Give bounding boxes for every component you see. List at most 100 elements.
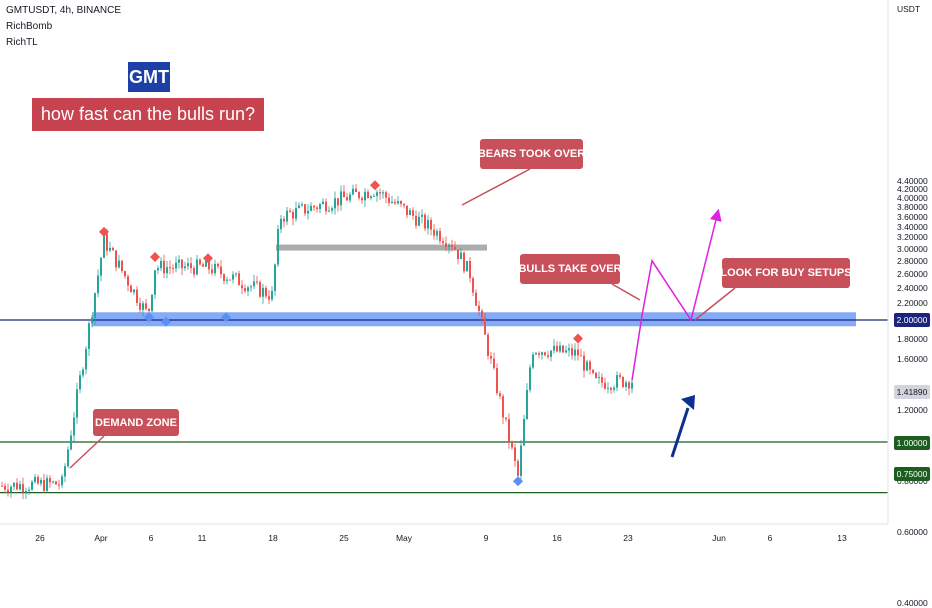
bears-took-over-callout: BEARS TOOK OVER [478, 139, 585, 169]
title-badge: GMT [128, 62, 170, 92]
candle-body [166, 267, 168, 274]
candle-body [439, 231, 441, 242]
candle-body [253, 281, 255, 287]
y-tick-label: 1.80000 [897, 333, 928, 344]
signal-diamond [144, 312, 154, 323]
callout-connectors [69, 168, 736, 469]
candle-body [154, 270, 156, 295]
candle-body [406, 205, 408, 216]
candle-body [607, 387, 609, 389]
signal-diamond [161, 316, 171, 327]
candle-body [295, 207, 297, 219]
candle-body [424, 214, 426, 229]
candle-body [490, 355, 492, 359]
signal-markers [99, 180, 583, 487]
candle-body [100, 257, 102, 276]
price-chart[interactable] [0, 0, 932, 550]
candle-body [529, 367, 531, 390]
candle-body [421, 214, 423, 217]
signal-diamond [99, 226, 109, 237]
candle-body [235, 273, 237, 275]
candle-body [376, 192, 378, 196]
price-tag-current: 1.41890 [894, 385, 930, 399]
demand-zone-rect [92, 312, 856, 327]
candle-body [433, 229, 435, 236]
candle-body [550, 350, 552, 357]
candle-body [370, 196, 372, 199]
candle-body [541, 352, 543, 355]
callout-connector [694, 287, 736, 321]
candle-body [82, 369, 84, 376]
blue-arrow [670, 395, 695, 458]
candle-body [49, 478, 51, 483]
candle-body [292, 211, 294, 219]
candles [1, 183, 633, 500]
candle-body [316, 207, 318, 210]
candle-body [622, 376, 624, 387]
x-tick-label: 16 [552, 533, 562, 543]
candle-body [514, 447, 516, 462]
candle-body [322, 201, 324, 205]
candle-body [625, 382, 627, 387]
indicator-richbomb[interactable]: RichBomb [6, 21, 53, 32]
gray-zone [276, 244, 487, 251]
candle-body [313, 205, 315, 208]
candle-body [361, 198, 363, 201]
candle-body [574, 349, 576, 356]
candle-body [202, 264, 204, 267]
candle-body [241, 285, 243, 289]
candle-body [367, 191, 369, 199]
candle-body [328, 210, 330, 212]
candle-body [259, 281, 261, 297]
candle-body [19, 484, 21, 490]
price-tag-2: 2.00000 [894, 313, 930, 327]
candle-body [13, 482, 15, 487]
candle-body [10, 486, 12, 493]
y-tick-label: 3.80000 [897, 202, 928, 213]
candle-body [493, 358, 495, 369]
x-tick-label: 9 [483, 533, 489, 543]
candle-body [301, 204, 303, 206]
candle-body [577, 349, 579, 356]
candle-body [271, 290, 273, 300]
candle-body [175, 262, 177, 269]
candle-body [436, 231, 438, 236]
candle-body [517, 461, 519, 476]
candle-body [502, 396, 504, 418]
candle-body [247, 287, 249, 292]
candle-body [118, 260, 120, 268]
candle-body [79, 375, 81, 390]
bulls-take-over-callout: BULLS TAKE OVER [518, 254, 622, 284]
candle-body [55, 481, 57, 485]
candle-body [121, 260, 123, 272]
candle-body [97, 275, 99, 294]
candle-body [511, 441, 513, 448]
candle-body [28, 489, 30, 491]
callout-connector [461, 168, 531, 206]
candle-body [334, 198, 336, 209]
candle-body [277, 229, 279, 265]
candle-body [232, 274, 234, 280]
candle-body [562, 345, 564, 353]
indicator-richtl[interactable]: RichTL [6, 37, 38, 48]
candle-body [454, 247, 456, 250]
candle-body [124, 271, 126, 277]
candle-body [394, 201, 396, 204]
candle-body [568, 348, 570, 351]
candle-body [499, 393, 501, 397]
candle-body [430, 219, 432, 230]
candle-body [526, 389, 528, 420]
candle-body [1, 485, 3, 487]
candle-body [373, 195, 375, 197]
candle-body [298, 205, 300, 208]
candle-body [208, 260, 210, 270]
signal-diamond [150, 252, 160, 263]
y-tick-label: 2.80000 [897, 255, 928, 266]
candle-body [217, 263, 219, 267]
candle-body [343, 191, 345, 198]
candle-body [172, 267, 174, 269]
candle-body [310, 205, 312, 211]
candle-body [355, 188, 357, 192]
x-tick-label: May [395, 533, 413, 543]
candle-body [553, 345, 555, 351]
